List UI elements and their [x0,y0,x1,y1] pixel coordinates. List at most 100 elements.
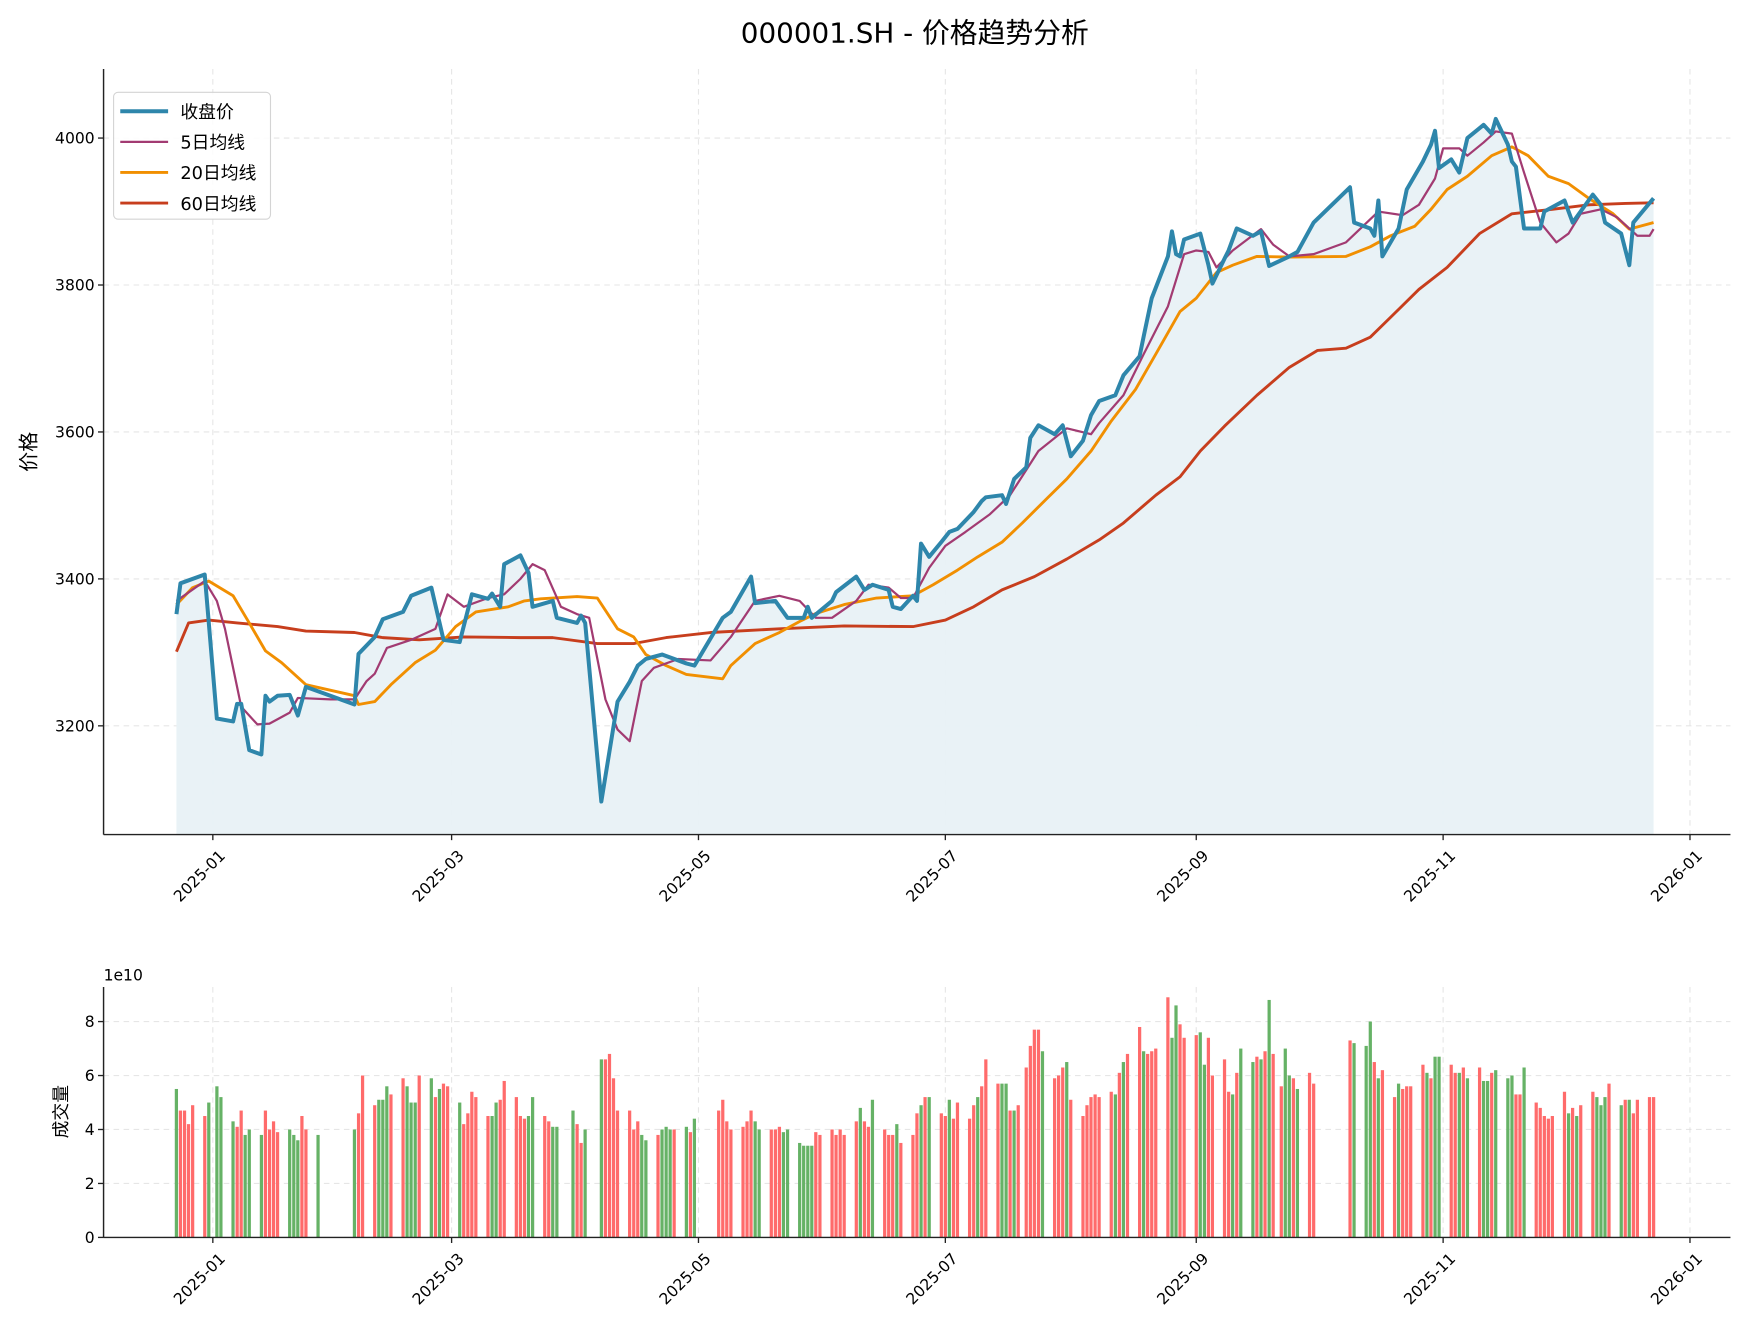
volume-bar [1392,1097,1397,1238]
volume-bar [1024,1067,1028,1238]
volume-bar [729,1129,733,1238]
x-tick-label: 2025-07 [903,1250,962,1309]
volume-bar [1109,1091,1113,1238]
volume-bar [1494,1070,1498,1238]
volume-bar [1251,1062,1255,1238]
axis-offset-label: 1e10 [104,966,143,984]
volume-bar [1291,1078,1296,1238]
volume-bar [1635,1099,1639,1238]
volume-bar [1117,1072,1121,1238]
volume-bar [1032,1029,1036,1238]
volume-bar [854,1121,858,1238]
volume-bar [644,1140,648,1238]
legend-label: 收盘价 [180,102,234,123]
volume-bar [785,1129,790,1238]
volume-bar [288,1129,292,1238]
volume-bar [215,1086,219,1238]
volume-bar [1000,1083,1004,1238]
volume-bar [267,1129,272,1238]
volume-bar [603,1059,607,1238]
volume-bar [899,1142,903,1238]
volume-bar [474,1097,478,1238]
volume-bar [757,1129,761,1238]
volume-bar [182,1110,187,1238]
volume-bar [1579,1105,1583,1238]
volume-bar [437,1088,442,1238]
volume-bar [490,1116,494,1238]
volume-bar [810,1145,814,1238]
volume-bar [207,1102,211,1238]
volume-bar [522,1118,527,1238]
volume-bar [656,1134,660,1238]
volume-bar [1235,1072,1239,1238]
volume-bar [1052,1078,1057,1238]
x-tick-label: 2025-09 [1154,1250,1213,1309]
volume-bar [1121,1062,1125,1238]
volume-bar [1364,1045,1368,1238]
volume-bar [947,1099,951,1238]
volume-bar [263,1110,268,1238]
volume-bar [1166,997,1170,1238]
volume-bar [838,1129,842,1238]
volume-bar [401,1078,405,1238]
volume-bar [1174,1005,1178,1238]
volume-bar [688,1132,693,1238]
volume-bar [1056,1075,1061,1238]
volume-bar [174,1088,179,1238]
volume-bar [773,1129,778,1238]
volume-bar [769,1129,773,1238]
volume-bar [1433,1056,1437,1238]
series-line-close [174,116,1656,804]
volume-bar [1150,1051,1154,1238]
volume-bar [1514,1094,1518,1238]
volume-bar [514,1097,518,1238]
volume-bar [1396,1083,1401,1238]
volume-bar [1603,1097,1607,1238]
volume-bar [660,1129,664,1238]
volume-bar [777,1126,782,1238]
volume-bar [628,1110,632,1238]
volume-bar [911,1134,915,1238]
volume-bar [895,1124,899,1238]
volume-bar [555,1126,559,1238]
x-tick-label: 2026-01 [1647,1250,1706,1309]
volume-bar [1409,1086,1413,1238]
x-tick-label: 2025-11 [1400,847,1459,906]
volume-bar [1437,1056,1441,1238]
volume-bar [866,1126,871,1238]
volume-bar [1425,1072,1429,1238]
x-tick-label: 2025-05 [656,847,715,906]
volume-bar [1125,1053,1130,1238]
y-tick-label: 6 [85,1067,95,1085]
volume-bar [1065,1062,1069,1238]
volume-bar [259,1134,264,1238]
volume-bar [247,1129,251,1238]
volume-bar [611,1078,616,1238]
volume-bar [1231,1094,1235,1238]
volume-bar [466,1113,470,1238]
volume-bar [632,1129,636,1238]
volume-bar [1619,1105,1623,1238]
volume-bar [1081,1116,1085,1238]
volume-bar [1061,1067,1065,1238]
volume-bar [684,1126,689,1238]
volume-bar [543,1116,547,1238]
volume-bar [1506,1078,1510,1238]
volume-bar [1481,1080,1486,1238]
volume-bar [1449,1064,1453,1238]
volume-bar [445,1086,450,1238]
volume-bar [781,1132,786,1238]
volume-bar [1405,1086,1409,1238]
volume-bar [462,1124,466,1238]
volume-bar [984,1059,988,1238]
volume-bar [458,1102,462,1238]
volume-bar [814,1132,818,1238]
volume-bar [1599,1105,1603,1238]
volume-bar [1178,1024,1182,1238]
volume-bar [883,1129,887,1238]
volume-bar [1069,1099,1073,1238]
volume-bar [1429,1078,1433,1238]
volume-bar [1595,1097,1599,1238]
volume-bar [441,1083,446,1238]
